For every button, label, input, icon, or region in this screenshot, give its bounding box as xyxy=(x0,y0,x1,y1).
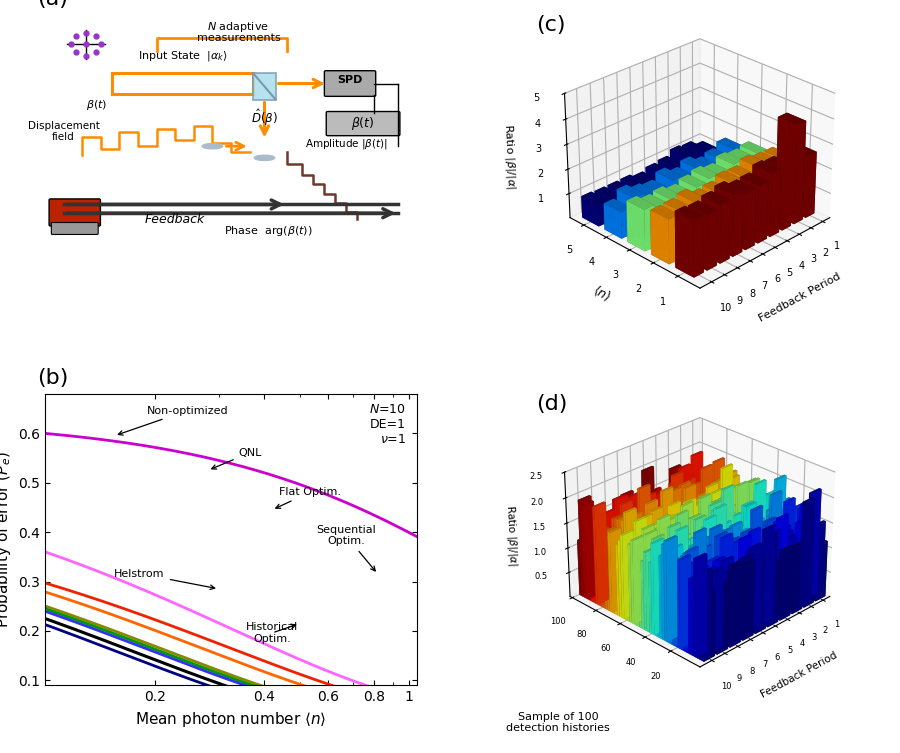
Text: Sequential
Optim.: Sequential Optim. xyxy=(316,525,376,571)
Text: Feedback: Feedback xyxy=(145,213,205,227)
Text: Amplitude $|\beta(t)|$: Amplitude $|\beta(t)|$ xyxy=(305,137,389,151)
X-axis label: Feedback Period: Feedback Period xyxy=(758,272,842,324)
Text: (c): (c) xyxy=(536,15,565,35)
FancyBboxPatch shape xyxy=(324,71,375,96)
Text: Flat Optim.: Flat Optim. xyxy=(275,487,341,508)
FancyBboxPatch shape xyxy=(50,199,101,226)
X-axis label: Feedback Period: Feedback Period xyxy=(759,650,839,700)
Text: Sample of 100
detection histories: Sample of 100 detection histories xyxy=(506,712,610,733)
Text: Phase  $\arg(\beta(t))$: Phase $\arg(\beta(t))$ xyxy=(224,224,312,238)
Text: Non-optimized: Non-optimized xyxy=(118,406,229,435)
Y-axis label: Probability of error ($P_e$): Probability of error ($P_e$) xyxy=(0,451,13,628)
FancyBboxPatch shape xyxy=(51,223,98,234)
Text: $\beta(t)$: $\beta(t)$ xyxy=(86,99,108,112)
Ellipse shape xyxy=(202,144,222,149)
Ellipse shape xyxy=(254,155,274,160)
Text: $\hat{D}(\beta)$: $\hat{D}(\beta)$ xyxy=(251,107,278,128)
Text: $\beta(t)$: $\beta(t)$ xyxy=(351,115,375,132)
Text: $N$ adaptive: $N$ adaptive xyxy=(208,20,269,34)
Text: Historical
Optim.: Historical Optim. xyxy=(246,622,298,644)
Text: QNL: QNL xyxy=(212,447,262,469)
Text: (b): (b) xyxy=(38,368,69,388)
FancyBboxPatch shape xyxy=(326,111,400,136)
Text: SPD: SPD xyxy=(338,75,363,85)
Y-axis label: $\langle n \rangle$: $\langle n \rangle$ xyxy=(590,283,614,305)
Text: measurements: measurements xyxy=(196,33,280,43)
Text: Helstrom: Helstrom xyxy=(114,569,215,590)
Text: (a): (a) xyxy=(38,0,68,9)
Text: $N$=10
DE=1
$\nu$=1: $N$=10 DE=1 $\nu$=1 xyxy=(369,403,406,446)
Polygon shape xyxy=(253,73,275,99)
X-axis label: Mean photon number $\langle n \rangle$: Mean photon number $\langle n \rangle$ xyxy=(135,709,327,729)
Text: Input State  $|\alpha_k\rangle$: Input State $|\alpha_k\rangle$ xyxy=(138,49,228,63)
Text: (d): (d) xyxy=(536,394,567,414)
Text: Displacement
field: Displacement field xyxy=(28,120,100,142)
